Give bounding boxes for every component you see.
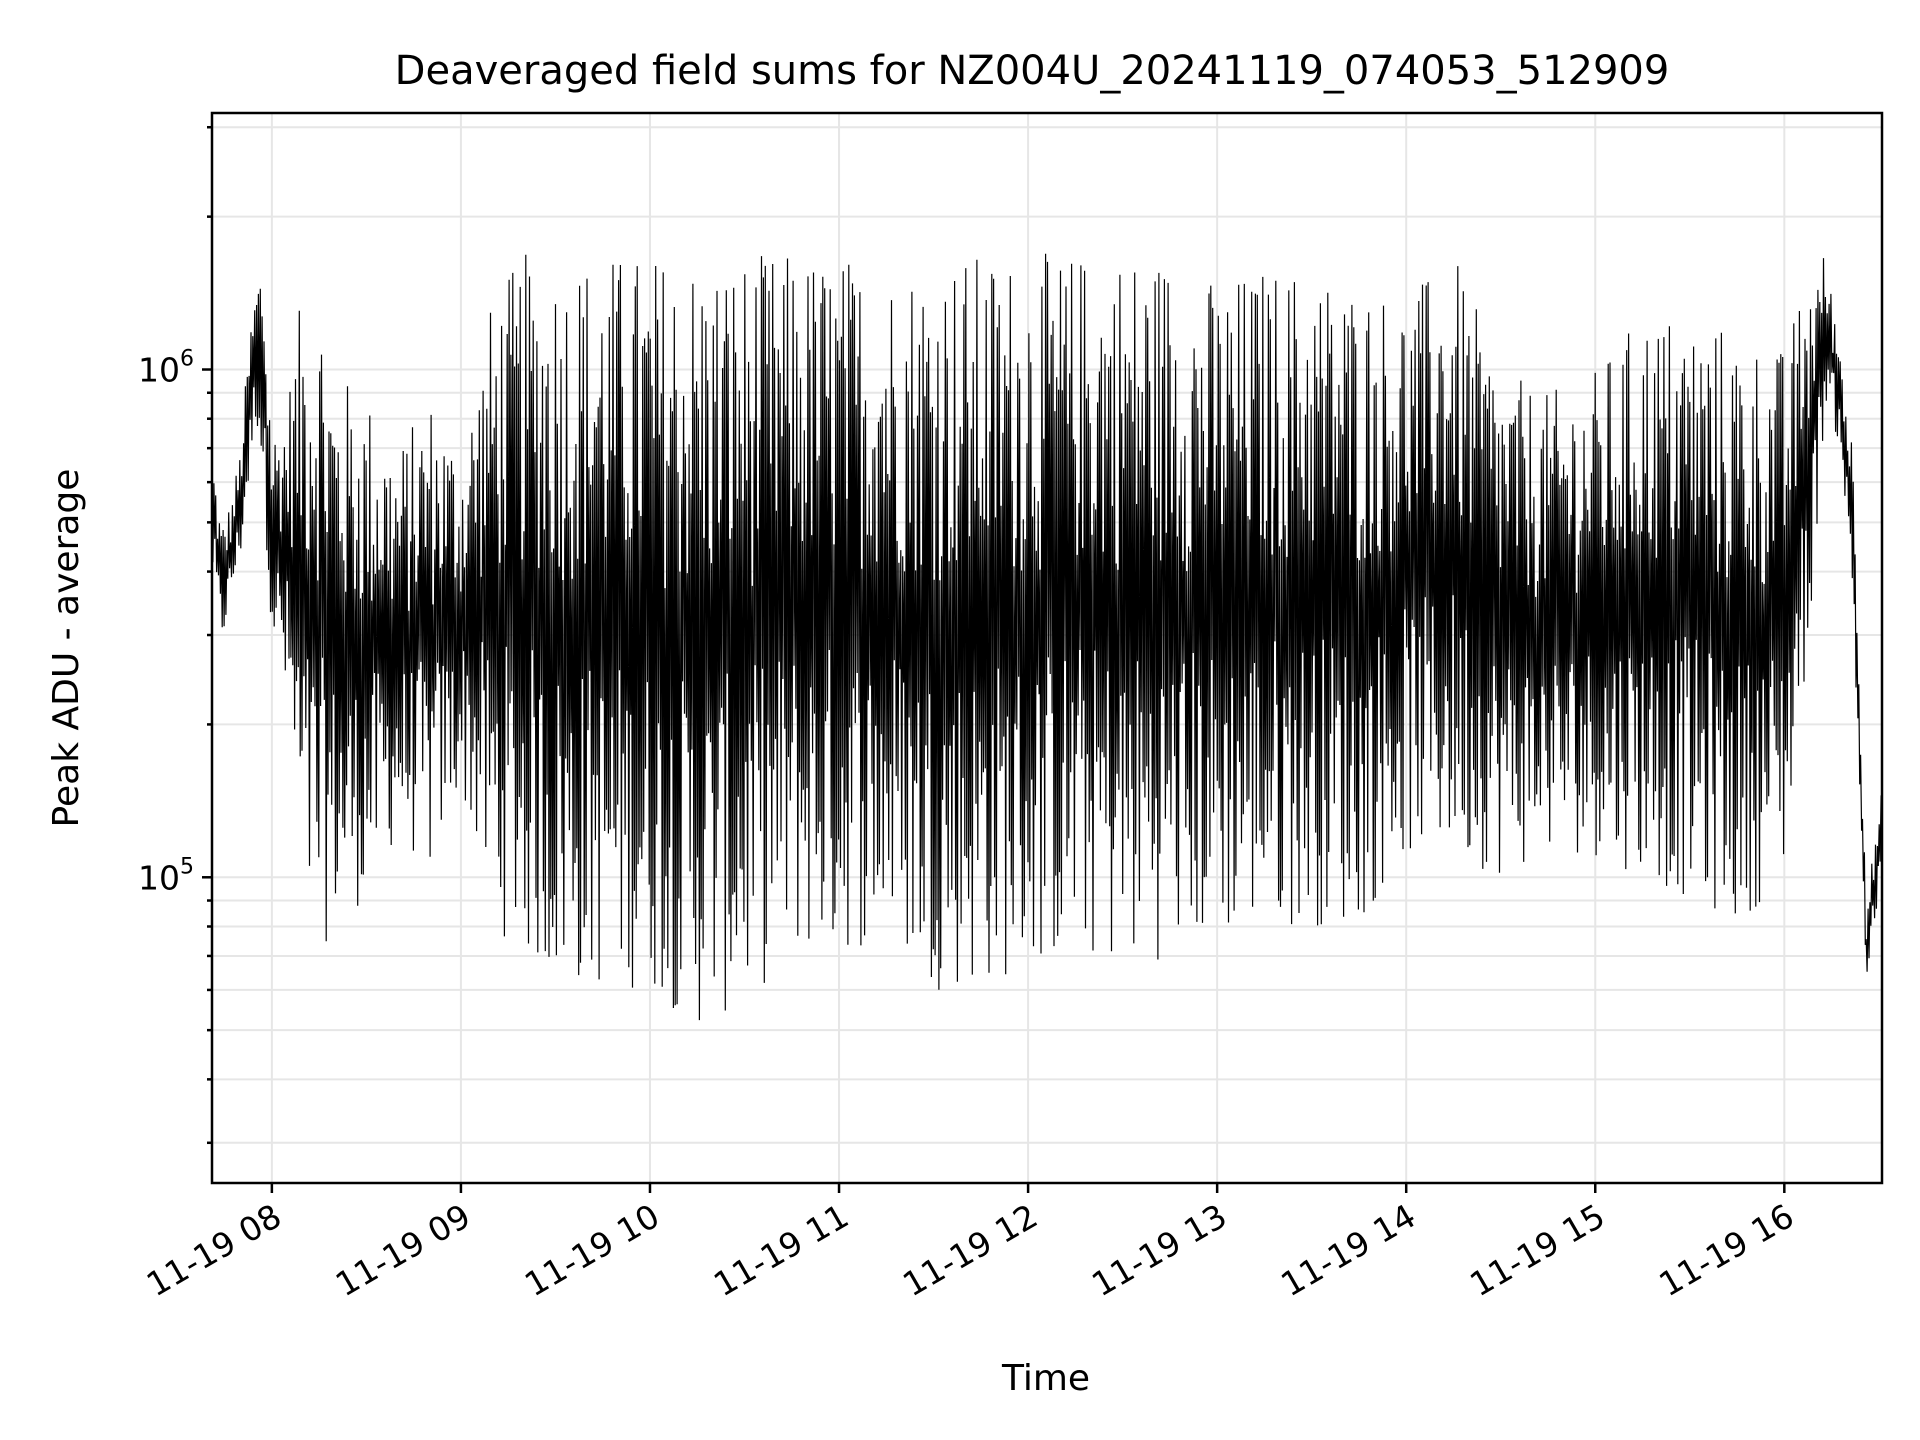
series-line [212, 253, 1882, 1021]
y-axis: 105 106 [138, 125, 212, 1145]
series-layer [212, 253, 1882, 1021]
plot-frame [210, 111, 1884, 1185]
y-tick-label: 106 [138, 347, 194, 390]
chart-title: Deaveraged field sums for NZ004U_2024111… [395, 48, 1670, 94]
y-axis-label: Peak ADU - average [46, 469, 87, 828]
y-tick-label: 105 [138, 854, 194, 897]
x-axis-label: Time [1001, 1358, 1090, 1399]
